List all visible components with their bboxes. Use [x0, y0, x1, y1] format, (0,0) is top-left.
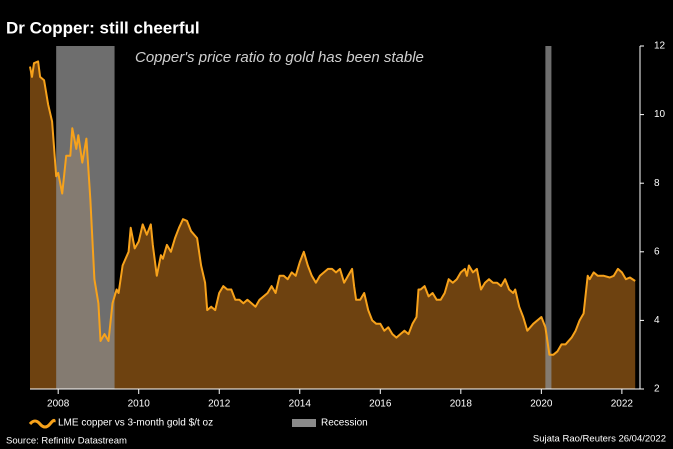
legend-label: Recession: [321, 418, 368, 429]
recession-band: [56, 46, 115, 389]
legend-swatch: [292, 419, 316, 427]
x-tick-label: 2008: [47, 399, 70, 410]
line: [29, 60, 636, 356]
legend-label: LME copper vs 3-month gold $/t oz: [58, 418, 213, 429]
y-tick-label: 8: [654, 178, 660, 189]
legend-swatch: [28, 418, 56, 429]
area: [30, 61, 636, 390]
x-tick-label: 2020: [530, 399, 553, 410]
x-tick-label: 2022: [611, 399, 634, 410]
y-tick-label: 10: [654, 109, 666, 120]
credit: Sujata Rao/Reuters 26/04/2022: [533, 434, 666, 445]
chart-title: Dr Copper: still cheerful: [6, 18, 200, 37]
x-tick-label: 2010: [128, 399, 151, 410]
y-tick-label: 2: [654, 384, 660, 395]
y-tick-label: 4: [654, 315, 660, 326]
chart-subtitle: Copper's price ratio to gold has been st…: [135, 49, 424, 66]
y-tick-label: 6: [654, 246, 660, 257]
recession-band: [545, 46, 552, 389]
x-tick-label: 2014: [289, 399, 312, 410]
x-tick-label: 2012: [208, 399, 231, 410]
source: Source: Refinitiv Datastream: [6, 436, 127, 447]
y-tick-label: 12: [654, 41, 666, 52]
x-tick-label: 2016: [369, 399, 392, 410]
x-tick-label: 2018: [450, 399, 473, 410]
